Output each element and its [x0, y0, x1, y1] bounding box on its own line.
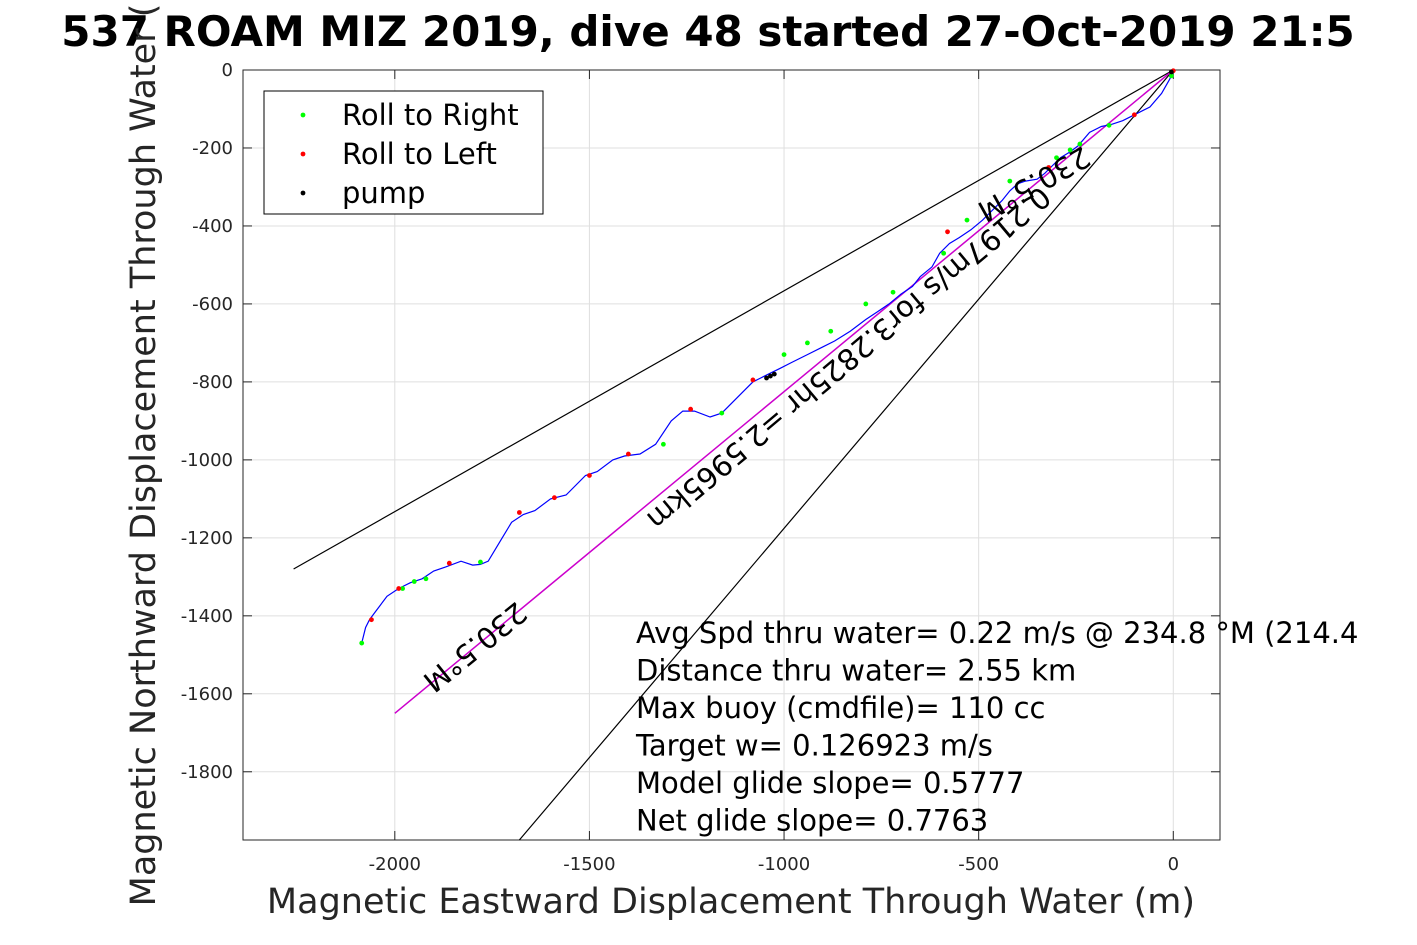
- roll-left-point: [587, 473, 592, 478]
- roll-right-point: [863, 301, 869, 307]
- roll-right-point: [411, 579, 417, 584]
- y-tick-label: -1200: [181, 528, 233, 549]
- roll-right-point: [1077, 141, 1083, 147]
- roll-left-point: [446, 560, 452, 566]
- roll-left-point: [369, 617, 374, 623]
- envelope-line-lower: [518, 69, 1174, 841]
- roll-left-point: [516, 510, 522, 515]
- y-tick-label: -1600: [181, 684, 233, 705]
- legend-label: pump: [342, 176, 425, 210]
- roll-right-point: [660, 441, 666, 447]
- y-axis-label: Magnetic Northward Displacement Through …: [124, 4, 164, 907]
- x-tick-label: -500: [958, 854, 999, 875]
- annotation-line: Max buoy (cmdfile)= 110 cc: [636, 691, 1045, 725]
- roll-left-point: [551, 495, 557, 501]
- y-tick-label: -1800: [181, 762, 233, 783]
- rotated-labels: 230.5°M0.2197m/s for3.2825hr =2.5965km23…: [417, 139, 1096, 698]
- annotation-block: Avg Spd thru water= 0.22 m/s @ 234.8 °M …: [635, 616, 1358, 838]
- envelope-line-upper: [293, 69, 1174, 570]
- roll-right-point: [781, 352, 787, 358]
- legend-marker: [300, 151, 306, 157]
- roll-right-point: [1054, 155, 1059, 161]
- roll-left-point: [1046, 165, 1052, 170]
- roll-right-point: [719, 410, 725, 416]
- heading-line: [394, 69, 1174, 714]
- roll-right-point: [1106, 122, 1112, 128]
- rotated-label: 0.2197m/s for3.2825hr =2.5965km: [640, 180, 1057, 537]
- y-tick-label: -1400: [181, 606, 233, 627]
- annotation-line: Avg Spd thru water= 0.22 m/s @ 234.8 °M …: [636, 616, 1358, 650]
- legend-label: Roll to Left: [342, 137, 497, 171]
- x-axis-label: Magnetic Eastward Displacement Through W…: [267, 882, 1195, 922]
- x-tick-label: -2000: [369, 854, 421, 875]
- roll-right-point: [1168, 73, 1174, 79]
- y-tick-label: 0: [222, 60, 233, 81]
- legend-marker: [300, 190, 306, 196]
- pump-point: [771, 371, 777, 377]
- x-tick-label: -1500: [563, 854, 615, 875]
- roll-right-point: [964, 217, 970, 223]
- roll-left-point: [396, 586, 402, 591]
- x-tick-label: 0: [1168, 854, 1179, 875]
- x-axis-ticks: -2000 -1500 -1000 -500 0: [369, 70, 1179, 875]
- roll-right-point: [400, 586, 405, 591]
- pump-point: [1168, 69, 1174, 75]
- roll-left-point: [750, 377, 756, 383]
- chart-title: 537 ROAM MIZ 2019, dive 48 started 27-Oc…: [61, 7, 1354, 56]
- roll-right-point: [423, 576, 429, 582]
- roll-left-point: [945, 229, 950, 235]
- annotation-line: Target w= 0.126923 m/s: [635, 729, 993, 763]
- pump-point: [764, 375, 769, 381]
- roll-right-point: [890, 289, 896, 295]
- y-tick-label: -600: [192, 294, 233, 315]
- roll-right-point: [1067, 147, 1073, 153]
- annotation-line: Distance thru water= 2.55 km: [636, 654, 1076, 688]
- roll-right-point: [359, 640, 365, 646]
- roll-right-point: [805, 340, 810, 346]
- y-tick-label: -800: [192, 372, 233, 393]
- x-tick-label: -1000: [758, 854, 810, 875]
- legend-box: [263, 90, 544, 215]
- annotation-line: Net glide slope= 0.7763: [636, 804, 988, 838]
- roll-right-point: [941, 250, 947, 256]
- roll-left-point: [625, 451, 631, 457]
- roll-left-point: [688, 406, 694, 412]
- y-tick-label: -400: [192, 216, 233, 237]
- legend-marker: [300, 112, 306, 118]
- roll-right-point: [478, 559, 483, 565]
- y-axis-ticks: 0 -200 -400 -600 -800 -1000 -1200 -1400 -1600 -18…: [181, 60, 1220, 783]
- roll-right-point: [1007, 178, 1013, 184]
- y-tick-label: -200: [192, 138, 233, 159]
- pump-point: [768, 373, 773, 379]
- annotation-line: Model glide slope= 0.5777: [636, 766, 1024, 800]
- data-points: [359, 68, 1176, 646]
- roll-right-point: [828, 328, 834, 334]
- rotated-label: 230.5°M: [417, 595, 534, 699]
- legend: Roll to Right Roll to Left pump: [263, 90, 544, 215]
- y-tick-label: -1000: [181, 450, 233, 471]
- roll-left-point: [1131, 112, 1137, 118]
- plot-frame: [242, 69, 1221, 841]
- reference-lines: [293, 69, 1174, 841]
- legend-label: Roll to Right: [342, 98, 519, 132]
